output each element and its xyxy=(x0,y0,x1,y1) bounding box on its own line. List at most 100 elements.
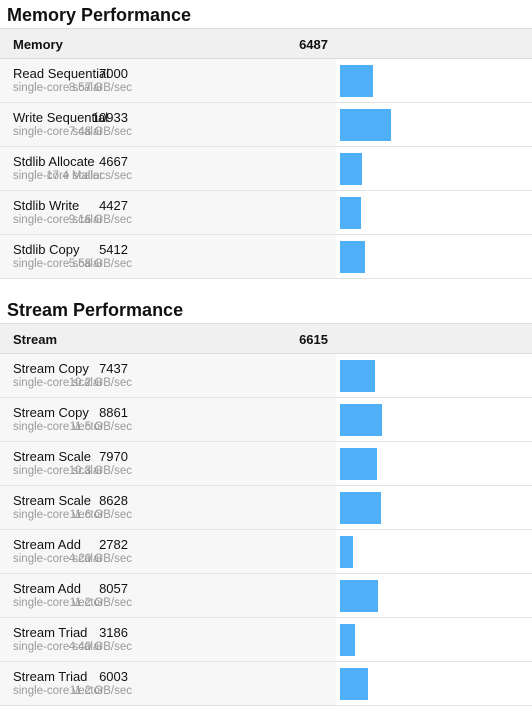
stream-header-label: Stream xyxy=(13,332,58,347)
benchmark-rate: 4.40 GB/sec xyxy=(68,641,132,653)
benchmark-row: Stream Copy single-core vector 8861 11.5 GB… xyxy=(0,398,532,442)
benchmark-score: 6003 xyxy=(99,669,128,684)
benchmark-variant: single-core vector xyxy=(13,509,104,521)
benchmark-label-cell: Stdlib Copy single-core scalar 5412 5.58 GB… xyxy=(0,235,336,278)
benchmark-bar-cell xyxy=(336,354,532,397)
benchmark-rate: 7.48 GB/sec xyxy=(68,126,132,138)
benchmark-score-bar xyxy=(340,580,378,612)
benchmark-score: 8861 xyxy=(99,405,128,420)
benchmark-name: Stream Add xyxy=(13,581,81,596)
benchmark-score: 8057 xyxy=(99,581,128,596)
benchmark-row: Stream Triad single-core scalar 3186 4.40 G… xyxy=(0,618,532,662)
benchmark-rate: 10.2 GB/sec xyxy=(68,377,132,389)
benchmark-score: 5412 xyxy=(99,242,128,257)
benchmark-variant: single-core scalar xyxy=(13,214,104,226)
benchmark-variant: single-core scalar xyxy=(13,126,104,138)
benchmark-name: Stdlib Copy xyxy=(13,242,80,257)
benchmark-variant: single-core scalar xyxy=(13,82,104,94)
benchmark-bar-cell xyxy=(336,398,532,441)
benchmark-name: Stdlib Allocate xyxy=(13,154,95,169)
benchmark-variant: single-core scalar xyxy=(13,553,104,565)
benchmark-score: 3186 xyxy=(99,625,128,640)
benchmark-rate: 11.2 GB/sec xyxy=(69,597,132,609)
benchmark-label-cell: Stream Triad single-core scalar 3186 4.40 G… xyxy=(0,618,336,661)
benchmark-row: Stream Scale single-core scalar 7970 10.3 G… xyxy=(0,442,532,486)
benchmark-score-bar xyxy=(340,624,355,656)
benchmark-name: Stream Scale xyxy=(13,449,92,464)
benchmark-name: Stream Triad xyxy=(13,669,88,684)
benchmark-rate: 9.16 GB/sec xyxy=(68,214,132,226)
benchmark-label-cell: Read Sequential single-core scalar 7000 8.5… xyxy=(0,59,336,102)
benchmark-label-cell: Stream Triad single-core vector 6003 11.2 G… xyxy=(0,662,336,705)
benchmark-score: 4667 xyxy=(99,154,128,169)
benchmark-name: Stream Triad xyxy=(13,625,88,640)
benchmark-label-cell: Stdlib Write single-core scalar 4427 9.16 G… xyxy=(0,191,336,234)
benchmark-score-bar xyxy=(340,448,377,480)
benchmark-bar-cell xyxy=(336,530,532,573)
benchmark-bar-cell xyxy=(336,103,532,146)
benchmark-score-bar xyxy=(340,197,361,229)
stream-table: Stream 6615 Stream Copy single-core scala… xyxy=(0,323,532,706)
benchmark-variant: single-core scalar xyxy=(13,170,104,182)
benchmark-rate: 8.57 GB/sec xyxy=(68,82,132,94)
benchmark-bar-cell xyxy=(336,191,532,234)
benchmark-score: 7970 xyxy=(99,449,128,464)
stream-header-score: 6615 xyxy=(299,332,328,347)
benchmark-variant: single-core scalar xyxy=(13,465,104,477)
benchmark-rate: 17.4 Mallocs/sec xyxy=(46,170,132,182)
benchmark-bar-cell xyxy=(336,59,532,102)
benchmark-label-cell: Stream Copy single-core vector 8861 11.5 GB… xyxy=(0,398,336,441)
benchmark-variant: single-core vector xyxy=(13,421,104,433)
benchmark-label-cell: Write Sequential single-core scalar 10933 7… xyxy=(0,103,336,146)
benchmark-score-bar xyxy=(340,153,362,185)
stream-section-title: Stream Performance xyxy=(7,300,184,320)
benchmark-score: 7437 xyxy=(99,361,128,376)
benchmark-variant: single-core vector xyxy=(13,685,104,697)
stream-header-row: Stream 6615 xyxy=(0,324,532,354)
benchmark-score: 2782 xyxy=(99,537,128,552)
benchmark-row: Stream Copy single-core scalar 7437 10.2 GB… xyxy=(0,354,532,398)
benchmark-name: Stream Scale xyxy=(13,493,92,508)
memory-table: Memory 6487 Read Sequential single-core s… xyxy=(0,28,532,279)
benchmark-label-cell: Stream Copy single-core scalar 7437 10.2 GB… xyxy=(0,354,336,397)
benchmark-bar-cell xyxy=(336,574,532,617)
benchmark-name: Write Sequential xyxy=(13,110,109,125)
benchmark-name: Stream Add xyxy=(13,537,81,552)
benchmark-label-cell: Stream Scale single-core scalar 7970 10.3 G… xyxy=(0,442,336,485)
benchmark-variant: single-core scalar xyxy=(13,377,104,389)
benchmark-score-bar xyxy=(340,65,373,97)
benchmark-label-cell: Stdlib Allocate single-core scalar 4667 17.… xyxy=(0,147,336,190)
benchmark-row: Stream Add single-core scalar 2782 4.20 GB/… xyxy=(0,530,532,574)
benchmark-row: Write Sequential single-core scalar 10933 7… xyxy=(0,103,532,147)
benchmark-label-cell: Stream Add single-core vector 8057 11.2 GB/… xyxy=(0,574,336,617)
benchmark-name: Stdlib Write xyxy=(13,198,80,213)
benchmark-name: Stream Copy xyxy=(13,405,89,420)
benchmark-variant: single-core scalar xyxy=(13,641,104,653)
memory-header-row: Memory 6487 xyxy=(0,29,532,59)
benchmark-rate: 11.6 GB/sec xyxy=(69,509,132,521)
benchmark-rate: 4.20 GB/sec xyxy=(68,553,132,565)
memory-header-label: Memory xyxy=(13,37,63,52)
benchmark-score-bar xyxy=(340,360,375,392)
benchmark-bar-cell xyxy=(336,662,532,705)
benchmark-score: 8628 xyxy=(99,493,128,508)
benchmark-row: Read Sequential single-core scalar 7000 8.5… xyxy=(0,59,532,103)
benchmark-score-bar xyxy=(340,492,381,524)
benchmark-rate: 10.3 GB/sec xyxy=(68,465,132,477)
benchmark-score-bar xyxy=(340,109,391,141)
benchmark-rate: 11.5 GB/sec xyxy=(69,421,132,433)
benchmark-score: 4427 xyxy=(99,198,128,213)
benchmark-label-cell: Stream Scale single-core vector 8628 11.6 G… xyxy=(0,486,336,529)
benchmark-row: Stdlib Copy single-core scalar 5412 5.58 GB… xyxy=(0,235,532,279)
memory-header-score: 6487 xyxy=(299,37,328,52)
benchmark-bar-cell xyxy=(336,618,532,661)
benchmark-row: Stdlib Write single-core scalar 4427 9.16 G… xyxy=(0,191,532,235)
memory-section-title: Memory Performance xyxy=(7,5,192,25)
stream-rows: Stream Copy single-core scalar 7437 10.2 GB… xyxy=(0,354,532,706)
benchmark-bar-cell xyxy=(336,442,532,485)
memory-rows: Read Sequential single-core scalar 7000 8.5… xyxy=(0,59,532,279)
benchmark-variant: single-core vector xyxy=(13,597,104,609)
benchmark-name: Read Sequential xyxy=(13,66,110,81)
benchmark-score-bar xyxy=(340,241,365,273)
benchmark-row: Stdlib Allocate single-core scalar 4667 17.… xyxy=(0,147,532,191)
